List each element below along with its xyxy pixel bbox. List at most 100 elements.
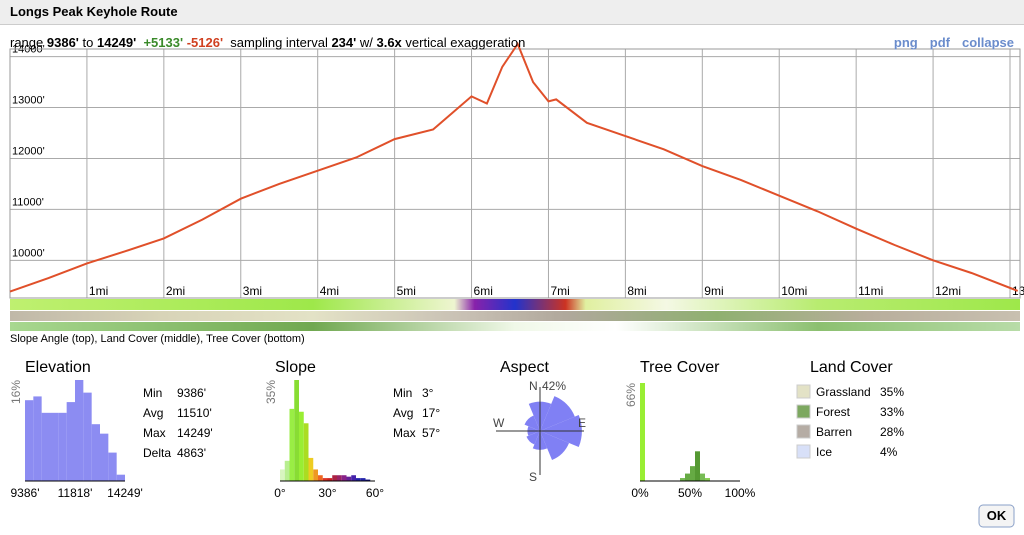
pdf-link[interactable]: pdf xyxy=(929,35,950,50)
x-tick-label: 14249' xyxy=(107,486,143,500)
hist-bar xyxy=(50,412,59,481)
range-max: 14249' xyxy=(96,35,137,50)
panel-title: Elevation xyxy=(25,359,91,376)
legend-name: Grassland xyxy=(816,385,871,399)
hist-bar xyxy=(75,380,84,481)
range-label: range xyxy=(10,35,44,50)
hist-bar xyxy=(360,478,366,481)
hist-bar xyxy=(116,474,125,481)
hist-bar xyxy=(25,400,34,481)
x-tick-label: 12mi xyxy=(935,284,961,298)
stat-value: 11510' xyxy=(177,406,212,420)
hist-bar xyxy=(303,423,309,481)
stat-label: Max xyxy=(393,426,416,440)
y-tick-label: 16% xyxy=(9,380,23,404)
x-tick-label: 60° xyxy=(366,486,384,500)
collapse-link[interactable]: collapse xyxy=(961,35,1014,50)
hist-bar xyxy=(108,452,117,481)
hist-bar xyxy=(680,478,685,481)
y-tick-label: 10000' xyxy=(12,247,45,259)
hist-bar xyxy=(337,475,342,481)
hist-bar xyxy=(294,380,299,481)
panel-title: Aspect xyxy=(500,359,549,376)
x-tick-label: 9mi xyxy=(704,284,723,298)
x-tick-label: 6mi xyxy=(474,284,493,298)
x-tick-label: 30° xyxy=(318,486,336,500)
legend-name: Forest xyxy=(816,405,851,419)
stat-label: Min xyxy=(143,386,162,400)
y-tick-label: 12000' xyxy=(12,145,45,157)
ok-label[interactable]: OK xyxy=(987,508,1007,523)
x-tick-label: 0% xyxy=(631,486,649,500)
hist-bar xyxy=(700,473,705,481)
stat-label: Delta xyxy=(143,446,171,460)
hist-bar xyxy=(83,392,92,481)
x-tick-label: 5mi xyxy=(397,284,416,298)
x-tick-label: 9386' xyxy=(11,486,40,500)
title-bar xyxy=(0,0,1024,24)
legend-swatch xyxy=(796,424,811,439)
panel-title: Slope xyxy=(275,359,316,376)
hist-bar xyxy=(299,411,304,481)
png-link[interactable]: png xyxy=(893,35,918,50)
hist-bar xyxy=(346,476,352,481)
hist-bar xyxy=(41,412,51,481)
rose-direction: S xyxy=(529,470,537,484)
strip-caption: Slope Angle (top), Land Cover (middle), … xyxy=(10,333,305,345)
hist-bar xyxy=(351,475,356,481)
rose-petal xyxy=(526,431,540,445)
hist-bar xyxy=(66,402,76,481)
hist-bar xyxy=(318,475,323,481)
x-tick-label: 13mi xyxy=(1012,284,1024,298)
stat-value: 3° xyxy=(422,386,434,400)
summary: range 9386' to 14249' +5133' -5126' samp… xyxy=(10,35,525,50)
x-tick-label: 7mi xyxy=(550,284,569,298)
hist-bar xyxy=(695,451,700,481)
legend-value: 28% xyxy=(880,425,904,439)
x-tick-label: 11818' xyxy=(58,486,93,500)
x-tick-label: 50% xyxy=(678,486,702,500)
legend-swatch xyxy=(796,404,811,419)
stat-value: 57° xyxy=(422,426,440,440)
to: to xyxy=(82,35,94,50)
land-strip xyxy=(10,311,1020,321)
rose-direction: W xyxy=(493,416,505,430)
rose-direction: N xyxy=(529,379,538,393)
y-tick-label: 35% xyxy=(264,380,278,404)
x-tick-label: 3mi xyxy=(243,284,262,298)
x-tick-label: 1mi xyxy=(89,284,108,298)
stat-label: Max xyxy=(143,426,166,440)
ok-button-frame[interactable] xyxy=(978,504,1015,528)
hist-bar xyxy=(308,457,314,481)
tree-strip xyxy=(10,322,1020,331)
exaggeration: 3.6x xyxy=(376,35,402,50)
ok-button[interactable]: OK xyxy=(978,504,1015,528)
stat-value: 17° xyxy=(422,406,440,420)
stat-label: Avg xyxy=(393,406,413,420)
hist-bar xyxy=(365,479,371,481)
rose-petal xyxy=(524,415,540,431)
y-tick-label: 11000' xyxy=(12,196,44,208)
y-tick-label: 66% xyxy=(624,383,638,407)
slope-strip xyxy=(10,299,1020,310)
elevation-line xyxy=(9,41,1019,293)
hist-bar xyxy=(313,469,318,481)
hist-bar xyxy=(341,475,347,481)
legend-name: Barren xyxy=(816,425,852,439)
stat-label: Min xyxy=(393,386,412,400)
rose-petal xyxy=(540,431,570,461)
x-tick-label: 10mi xyxy=(781,284,807,298)
interval: 234' xyxy=(331,35,357,50)
hist-bar xyxy=(332,475,337,481)
range-min: 9386' xyxy=(46,35,79,50)
hist-bar xyxy=(705,478,710,481)
stat-value: 4863' xyxy=(177,446,206,460)
interval-label: sampling interval xyxy=(230,35,328,50)
hist-bar xyxy=(640,383,645,481)
stat-value: 9386' xyxy=(177,386,206,400)
hist-bar xyxy=(289,408,295,481)
stat-value: 14249' xyxy=(177,426,213,440)
hist-bar xyxy=(280,469,285,481)
